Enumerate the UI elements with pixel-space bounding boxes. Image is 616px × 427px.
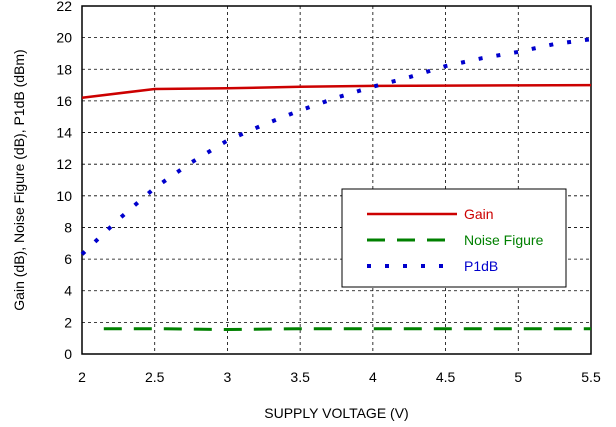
x-tick-label: 4.5: [436, 369, 456, 385]
x-tick-label: 5.5: [581, 369, 601, 385]
y-tick-label: 2: [64, 314, 72, 330]
x-tick-label: 5: [514, 369, 522, 385]
y-tick-label: 22: [56, 0, 72, 14]
y-tick-label: 10: [56, 188, 72, 204]
y-tick-label: 4: [64, 283, 72, 299]
series-line-noise-figure: [103, 327, 591, 331]
legend-label: Gain: [464, 206, 494, 222]
y-tick-label: 6: [64, 251, 72, 267]
y-tick-label: 18: [56, 61, 72, 77]
legend-box: [341, 188, 567, 288]
plot-frame: [81, 5, 592, 355]
legend-label: P1dB: [464, 258, 498, 274]
series-lines: [80, 37, 592, 331]
y-tick-label: 8: [64, 219, 72, 235]
x-tick-label: 4: [369, 369, 377, 385]
y-axis-title: Gain (dB), Noise Figure (dB), P1dB (dBm): [11, 49, 27, 310]
x-tick-label: 3: [224, 369, 232, 385]
y-tick-label: 16: [56, 93, 72, 109]
grid: [82, 6, 591, 354]
legend: Gain Noise Figure P1dB: [341, 188, 567, 288]
x-tick-label: 2: [78, 369, 86, 385]
y-tick-label: 14: [56, 125, 72, 141]
x-tick-label: 2.5: [145, 369, 165, 385]
y-tick-label: 12: [56, 156, 72, 172]
y-tick-label: 20: [56, 30, 72, 46]
x-tick-label: 3.5: [290, 369, 310, 385]
series-line-gain: [81, 83, 592, 99]
y-tick-label: 0: [64, 346, 72, 362]
legend-label: Noise Figure: [464, 232, 544, 248]
x-axis-title: SUPPLY VOLTAGE (V): [264, 405, 408, 421]
